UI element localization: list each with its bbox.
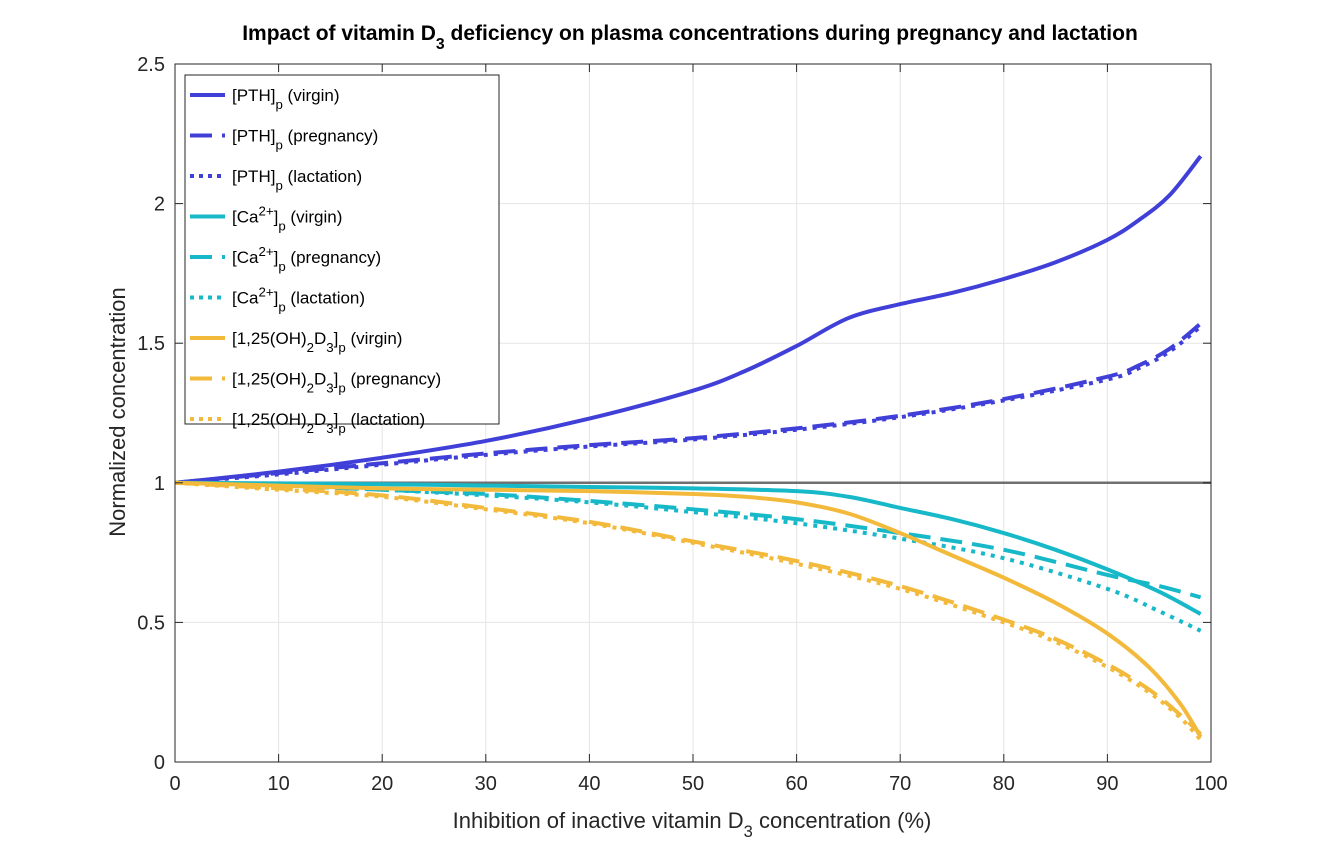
y-tick-label-5: 2.5 xyxy=(137,54,165,76)
x-tick-label-9: 90 xyxy=(1096,773,1118,795)
y-tick-label-0: 0 xyxy=(154,752,165,774)
legend-label-2: [PTH]p (lactation) xyxy=(232,167,362,193)
x-label-part-2: concentration (%) xyxy=(753,808,932,833)
legend-label-2-part-2: (lactation) xyxy=(283,167,362,186)
legend-label-8-part-5: p xyxy=(338,421,345,436)
legend-label-7-part-6: (pregnancy) xyxy=(346,370,441,389)
legend-label-7-part-3: 3 xyxy=(326,380,333,395)
legend-label-7-part-5: p xyxy=(338,380,345,395)
legend-label-4-part-3: p xyxy=(278,259,285,274)
legend-label-1-part-1: p xyxy=(275,137,282,152)
legend-label-0-part-2: (virgin) xyxy=(283,86,340,105)
legend-label-6: [1,25(OH)2D3]p (virgin) xyxy=(232,329,402,355)
x-tick-label-7: 70 xyxy=(889,773,911,795)
legend-label-8-part-1: 2 xyxy=(307,421,314,436)
legend-label-6-part-6: (virgin) xyxy=(346,329,403,348)
legend-label-3-part-4: (virgin) xyxy=(286,208,343,227)
legend-label-0-part-1: p xyxy=(275,97,282,112)
series-line-pth-lactation xyxy=(174,324,1202,485)
y-tick-label-4: 2 xyxy=(154,194,165,216)
legend-label-1-part-0: [PTH] xyxy=(232,127,275,146)
y-tick-label-1: 0.5 xyxy=(137,612,165,634)
legend-label-3-part-2: ] xyxy=(274,208,279,227)
x-tick-label-2: 20 xyxy=(371,773,393,795)
x-tick-label-5: 50 xyxy=(682,773,704,795)
chart-title: Impact of vitamin D3 deficiency on plasm… xyxy=(242,22,1138,53)
legend-label-6-part-5: p xyxy=(338,340,345,355)
legend-label-5-part-1: 2+ xyxy=(258,284,273,299)
x-tick-label-10: 100 xyxy=(1194,773,1227,795)
legend-label-5: [Ca2+]p (lactation) xyxy=(232,284,365,314)
x-label-part-0: Inhibition of inactive vitamin D xyxy=(453,808,744,833)
y-tick-label-3: 1.5 xyxy=(137,333,165,355)
legend-label-3-part-0: [Ca xyxy=(232,208,259,227)
series-line-vitd-pregnancy xyxy=(174,480,1203,736)
legend-label-3-part-3: p xyxy=(278,218,285,233)
x-label-part-1: 3 xyxy=(744,823,753,841)
legend-label-7-part-2: D xyxy=(314,370,326,389)
legend-label-8-part-3: 3 xyxy=(326,421,333,436)
legend-label-0: [PTH]p (virgin) xyxy=(232,86,340,112)
x-tick-label-4: 40 xyxy=(578,773,600,795)
legend-box xyxy=(184,74,500,425)
y-axis-label: Normalized concentration xyxy=(105,287,130,536)
legend-label-1-part-2: (pregnancy) xyxy=(283,127,378,146)
x-tick-label-1: 10 xyxy=(267,773,289,795)
legend-label-8-part-0: [1,25(OH) xyxy=(232,410,307,429)
series-line-ca-virgin xyxy=(174,480,1202,616)
legend-label-5-part-4: (lactation) xyxy=(286,289,365,308)
y-tick-label-2: 1 xyxy=(154,473,165,495)
series-line-vitd-virgin xyxy=(174,480,1203,738)
series-layer xyxy=(174,154,1203,742)
series-line-pth-virgin xyxy=(174,154,1203,485)
legend-label-6-part-0: [1,25(OH) xyxy=(232,329,307,348)
legend-label-1: [PTH]p (pregnancy) xyxy=(232,127,378,153)
legend-label-8-part-4: ] xyxy=(334,410,339,429)
legend-label-4-part-1: 2+ xyxy=(258,244,273,259)
legend: [PTH]p (virgin)[PTH]p (pregnancy)[PTH]p … xyxy=(184,74,500,436)
legend-label-6-part-4: ] xyxy=(334,329,339,348)
chart-title-part-2: deficiency on plasma concentrations duri… xyxy=(445,22,1138,45)
legend-label-6-part-2: D xyxy=(314,329,326,348)
x-axis-ticks: 0 10 20 30 40 50 60 70 80 90 100 xyxy=(169,64,1228,795)
legend-label-3-part-1: 2+ xyxy=(258,203,273,218)
legend-label-2-part-0: [PTH] xyxy=(232,167,275,186)
legend-label-7-part-4: ] xyxy=(334,370,339,389)
x-tick-label-8: 80 xyxy=(993,773,1015,795)
legend-label-0-part-0: [PTH] xyxy=(232,86,275,105)
legend-label-5-part-2: ] xyxy=(274,289,279,308)
legend-label-6-part-3: 3 xyxy=(326,340,333,355)
legend-label-4-part-0: [Ca xyxy=(232,248,259,267)
legend-label-3: [Ca2+]p (virgin) xyxy=(232,203,342,233)
legend-label-4: [Ca2+]p (pregnancy) xyxy=(232,244,381,274)
legend-label-8-part-6: (lactation) xyxy=(346,410,425,429)
legend-label-4-part-4: (pregnancy) xyxy=(286,248,381,267)
series-line-vitd-lactation xyxy=(174,480,1203,742)
legend-label-2-part-1: p xyxy=(275,178,282,193)
legend-label-7: [1,25(OH)2D3]p (pregnancy) xyxy=(232,370,441,396)
legend-label-6-part-1: 2 xyxy=(307,340,314,355)
legend-label-5-part-3: p xyxy=(278,299,285,314)
x-tick-label-6: 60 xyxy=(785,773,807,795)
x-axis-label: Inhibition of inactive vitamin D3 concen… xyxy=(453,808,932,841)
legend-label-8: [1,25(OH)2D3]p (lactation) xyxy=(232,410,425,436)
legend-label-4-part-2: ] xyxy=(274,248,279,267)
legend-label-7-part-0: [1,25(OH) xyxy=(232,370,307,389)
legend-label-5-part-0: [Ca xyxy=(232,289,259,308)
y-axis-ticks: 0 0.5 1 1.5 2 2.5 xyxy=(137,54,1211,774)
chart-title-part-1: 3 xyxy=(436,36,445,53)
series-line-ca-lactation xyxy=(174,480,1202,633)
x-tick-label-0: 0 xyxy=(169,773,180,795)
x-tick-label-3: 30 xyxy=(475,773,497,795)
legend-label-7-part-1: 2 xyxy=(307,380,314,395)
chart-title-part-0: Impact of vitamin D xyxy=(242,22,436,45)
legend-label-8-part-2: D xyxy=(314,410,326,429)
